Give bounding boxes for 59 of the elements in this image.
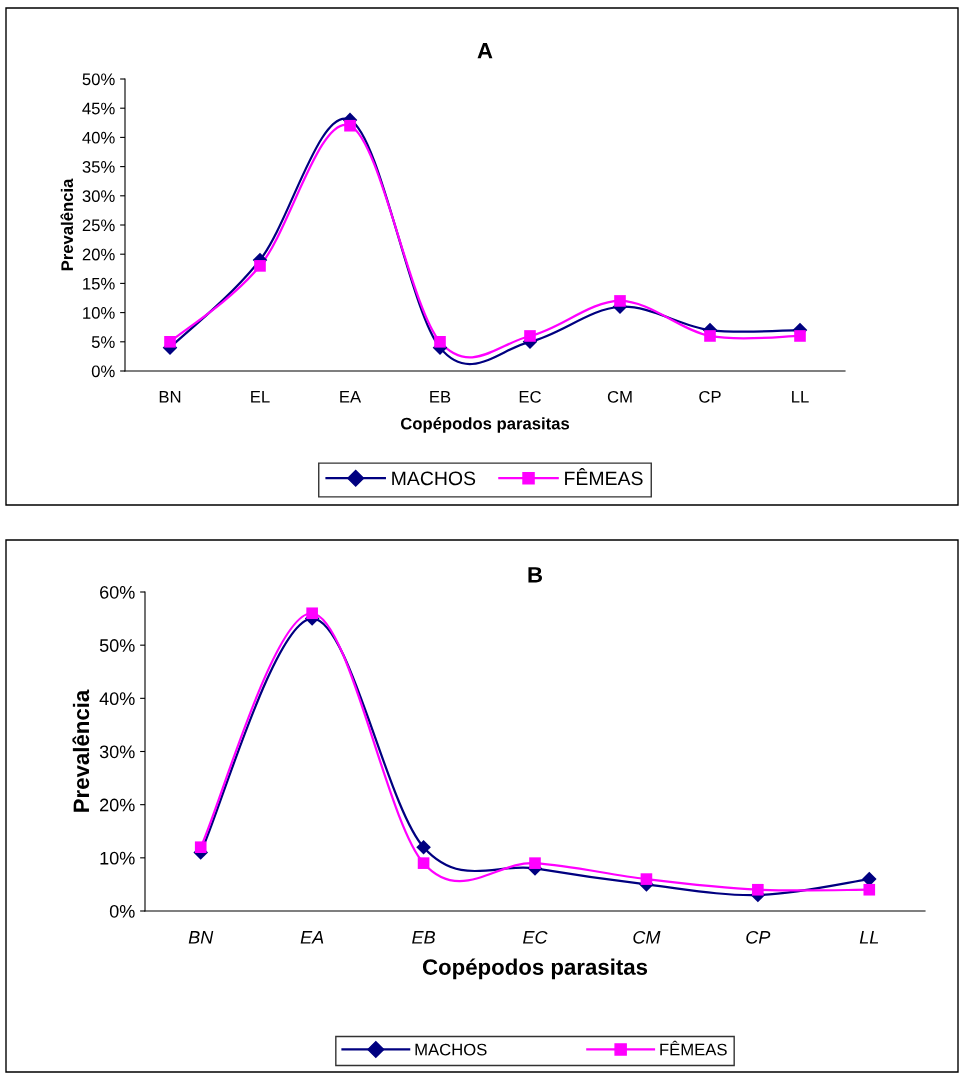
point xyxy=(794,330,806,342)
x-tick-label: EL xyxy=(251,391,270,403)
point xyxy=(524,330,536,342)
y-tick-label: 40% xyxy=(82,131,115,144)
legend-label: FÊMEAS xyxy=(660,1040,727,1056)
y-tick-label: 10% xyxy=(100,851,135,865)
y-tick-label: 20% xyxy=(100,798,135,812)
y-tick-label: 50% xyxy=(99,639,135,652)
y-tick-label: 10% xyxy=(83,307,115,319)
point xyxy=(344,119,356,132)
point xyxy=(529,857,541,869)
legend-label: MACHOS xyxy=(415,1043,487,1056)
x-tick-label: CM xyxy=(607,390,632,403)
x-tick-label: LL xyxy=(792,391,809,403)
y-tick-label: 35% xyxy=(82,161,115,173)
y-tick-label: 40% xyxy=(99,692,135,706)
y-tick-label: 0% xyxy=(109,904,135,918)
y-axis-title: Prevalência xyxy=(60,178,74,271)
y-tick-label: 20% xyxy=(82,248,115,261)
y-tick-label: 25% xyxy=(82,219,115,232)
point xyxy=(434,335,446,348)
point xyxy=(863,883,876,896)
point xyxy=(640,873,653,885)
x-tick-label: CM xyxy=(633,930,661,944)
point xyxy=(164,335,176,348)
x-axis-title: Copépodos parasitas xyxy=(400,417,570,433)
point xyxy=(416,839,431,855)
x-tick-label: CP xyxy=(699,390,721,403)
point xyxy=(614,295,626,307)
x-tick-label: LL xyxy=(859,931,879,944)
chart-title: A xyxy=(477,43,493,59)
x-axis-title: Copépodos parasitas xyxy=(422,958,648,980)
x-tick-label: EA xyxy=(300,931,324,944)
legend-label: FÊMEAS xyxy=(565,468,643,486)
x-tick-label: EA xyxy=(340,391,362,403)
legend-label: MACHOS xyxy=(392,471,476,486)
y-tick-label: 15% xyxy=(83,277,115,290)
y-tick-label: 60% xyxy=(100,585,135,599)
x-tick-label: BN xyxy=(159,391,181,403)
point xyxy=(417,857,430,869)
point xyxy=(194,841,207,854)
y-tick-label: 0% xyxy=(91,365,115,378)
chart-title: B xyxy=(528,567,543,583)
y-axis-title: Prevalência xyxy=(72,689,90,812)
point xyxy=(704,330,716,342)
x-tick-label: CP xyxy=(746,930,771,944)
point xyxy=(306,607,318,620)
x-tick-label: EC xyxy=(519,390,541,403)
x-tick-label: BN xyxy=(188,931,214,944)
x-tick-label: EB xyxy=(412,931,435,944)
y-tick-label: 50% xyxy=(82,73,115,86)
y-tick-label: 30% xyxy=(82,190,115,202)
x-tick-label: EC xyxy=(523,930,548,944)
y-tick-label: 30% xyxy=(99,745,135,759)
point xyxy=(752,883,764,896)
point xyxy=(254,260,266,272)
y-tick-label: 5% xyxy=(91,336,115,348)
y-tick-label: 45% xyxy=(82,102,115,115)
x-tick-label: EB xyxy=(430,391,451,403)
